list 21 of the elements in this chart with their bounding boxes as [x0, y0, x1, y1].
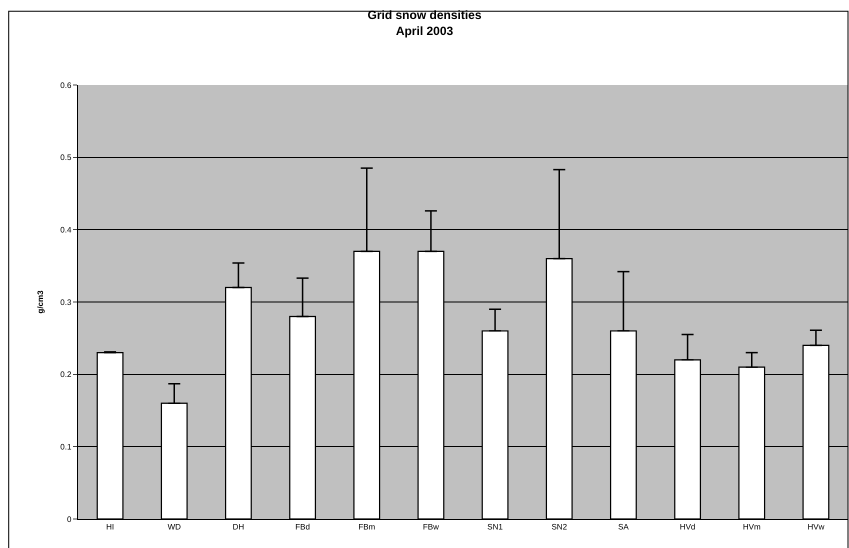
y-tick-label: 0.1: [60, 442, 72, 452]
chart-title: Grid snow densities April 2003: [367, 8, 482, 38]
y-tick-label: 0.5: [60, 153, 72, 162]
x-tick-label: SA: [618, 522, 630, 532]
x-tick-label: HVw: [807, 522, 825, 532]
y-tick-label: 0.4: [60, 225, 72, 234]
y-tick-label: 0: [66, 514, 72, 524]
x-tick-label: FBw: [422, 522, 440, 532]
x-tick-label: WD: [168, 522, 182, 532]
y-axis-title: g/cm3: [36, 290, 45, 314]
x-tick-label: SN1: [487, 522, 504, 532]
x-tick-label: FBd: [295, 522, 310, 532]
x-tick-label: HVm: [742, 522, 761, 532]
y-tick-label: 0.2: [60, 370, 72, 380]
x-tick-label: FBm: [358, 522, 376, 532]
x-tick-label: DH: [232, 522, 244, 532]
x-tick-label: SN2: [551, 522, 568, 532]
x-tick-label: HI: [106, 522, 114, 532]
x-tick-label: HVd: [680, 522, 696, 532]
y-tick-label: 0.6: [60, 80, 72, 90]
y-tick-label: 0.3: [60, 298, 72, 307]
